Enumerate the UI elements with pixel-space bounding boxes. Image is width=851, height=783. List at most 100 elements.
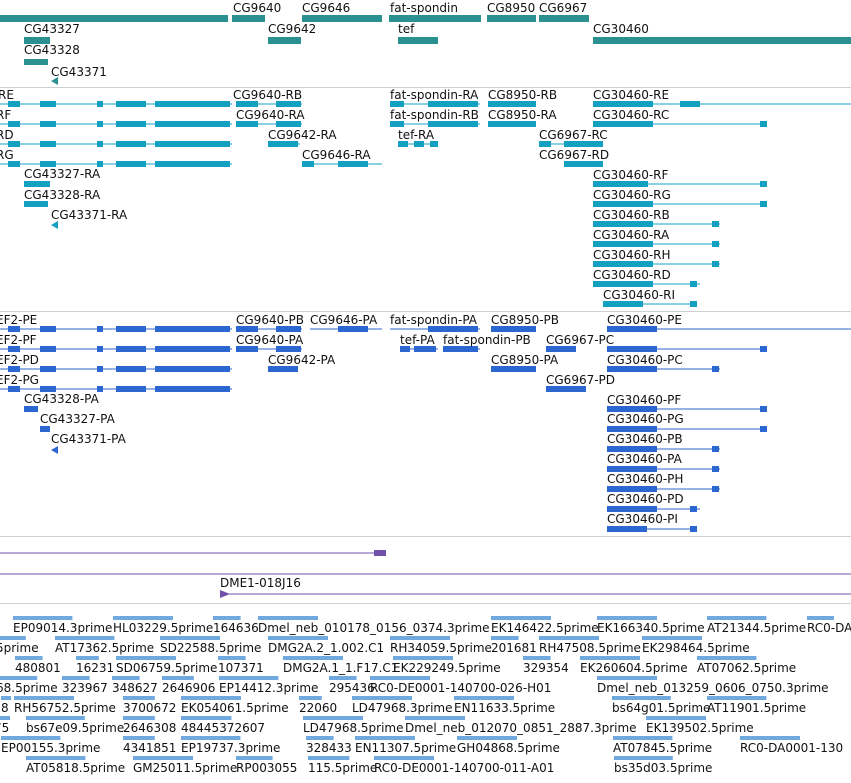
est-label[interactable]: GM25011.5prime xyxy=(133,761,238,775)
protein-label[interactable]: CG43371-PA xyxy=(51,432,126,446)
est-bar[interactable] xyxy=(457,736,517,740)
est-label[interactable]: 329354 xyxy=(523,661,569,675)
gene-bar[interactable] xyxy=(398,37,438,44)
est-label[interactable]: bs35d03.5prime xyxy=(614,761,713,775)
transcript-label[interactable]: CG6967-RD xyxy=(539,148,610,162)
protein-label[interactable]: tef-PA xyxy=(400,333,435,347)
est-bar[interactable] xyxy=(370,676,430,680)
protein-label[interactable]: CG30460-PD xyxy=(607,492,684,506)
est-label[interactable]: EK139502.5prime xyxy=(646,721,754,735)
est-label[interactable]: EP19737.3prime xyxy=(181,741,281,755)
est-bar[interactable] xyxy=(580,656,640,660)
est-bar[interactable] xyxy=(646,716,706,720)
transcript-label[interactable]: CG9642-RA xyxy=(268,128,337,142)
est-bar[interactable] xyxy=(181,696,241,700)
est-bar[interactable] xyxy=(283,656,343,660)
est-label[interactable]: bs67e09.5prime xyxy=(26,721,125,735)
est-bar[interactable] xyxy=(539,636,599,640)
transcript-label[interactable]: CG9640-RB xyxy=(233,88,303,102)
est-bar[interactable] xyxy=(597,676,657,680)
est-label[interactable]: RC0-DE0001-140700-011-A01 xyxy=(374,761,555,775)
est-bar[interactable] xyxy=(707,696,767,700)
est-label[interactable]: 164636 xyxy=(213,621,259,635)
gene-bar[interactable] xyxy=(24,59,48,65)
protein-label[interactable]: CG43328-PA xyxy=(24,392,99,406)
est-bar[interactable] xyxy=(740,736,800,740)
est-label[interactable]: 115.5prime xyxy=(308,761,378,775)
protein-label[interactable]: CG6967-PC xyxy=(546,333,615,347)
est-bar[interactable] xyxy=(14,696,74,700)
gene-bar[interactable] xyxy=(51,77,58,85)
est-label[interactable]: GH04868.5prime xyxy=(457,741,560,755)
est-label[interactable]: 16231 xyxy=(76,661,115,675)
est-bar[interactable] xyxy=(405,716,465,720)
est-bar[interactable] xyxy=(1,736,61,740)
gene-label[interactable]: CG43327 xyxy=(24,22,80,36)
protein-label[interactable]: CG9642-PA xyxy=(268,353,336,367)
est-label[interactable]: AT11901.5prime xyxy=(707,701,807,715)
gene-label[interactable]: CG30460 xyxy=(593,22,649,36)
est-bar[interactable] xyxy=(181,716,232,720)
protein-label[interactable]: CG30460-PG xyxy=(607,412,684,426)
est-bar[interactable] xyxy=(454,696,514,700)
est-label[interactable]: EK260604.5prime xyxy=(580,661,688,675)
transcript-label[interactable]: RF xyxy=(0,108,12,122)
est-label[interactable]: RH56752.5prime xyxy=(14,701,116,715)
est-label[interactable]: EN11307.5prime xyxy=(355,741,457,755)
transcript-label[interactable]: CG30460-RC xyxy=(593,108,670,122)
est-label[interactable]: EN11633.5prime xyxy=(454,701,556,715)
protein-label[interactable]: EF2-PD xyxy=(0,353,39,367)
transcript-label[interactable]: CG30460-RF xyxy=(593,168,669,182)
est-bar[interactable] xyxy=(707,616,767,620)
est-bar[interactable] xyxy=(308,756,350,760)
est-bar[interactable] xyxy=(0,636,26,640)
protein-label[interactable]: EF2-PG xyxy=(0,373,39,387)
transcript-label[interactable]: CG43328-RA xyxy=(24,188,101,202)
est-label[interactable]: Dmel_neb_012070_0851_2887.3prime xyxy=(405,721,637,735)
protein-label[interactable]: CG9646-PA xyxy=(310,313,378,327)
est-bar[interactable] xyxy=(76,656,99,660)
est-bar[interactable] xyxy=(612,696,671,700)
est-bar[interactable] xyxy=(15,656,43,660)
est-label[interactable]: 4341851 xyxy=(123,741,177,755)
protein-label[interactable]: CG6967-PD xyxy=(546,373,616,387)
est-bar[interactable] xyxy=(329,676,357,680)
est-bar[interactable] xyxy=(162,676,194,680)
est-label[interactable]: 68.5prime xyxy=(0,681,58,695)
est-bar[interactable] xyxy=(352,696,412,700)
est-label[interactable]: DMG2A.2_1.002.C1 xyxy=(268,641,385,655)
est-label[interactable]: DMG2A.1_1.F17.C1 xyxy=(283,661,399,675)
protein-label[interactable]: fat-spondin-PA xyxy=(390,313,477,327)
transcript-label[interactable]: RE xyxy=(0,88,14,102)
est-label[interactable]: 295436 xyxy=(329,681,375,695)
est-label[interactable]: 323967 xyxy=(62,681,108,695)
est-bar[interactable] xyxy=(0,716,10,720)
protein-label[interactable]: EF2-PE xyxy=(0,313,38,327)
est-bar[interactable] xyxy=(123,716,155,720)
est-label[interactable]: RC0-DE0001-140700-026-H01 xyxy=(370,681,552,695)
est-bar[interactable] xyxy=(13,616,73,620)
est-bar[interactable] xyxy=(26,756,86,760)
est-label[interactable]: AT17362.5prime xyxy=(55,641,155,655)
protein-label[interactable]: fat-spondin-PB xyxy=(443,333,531,347)
est-bar[interactable] xyxy=(0,676,38,680)
est-label[interactable]: 48445372607 xyxy=(181,721,265,735)
gene-label[interactable]: CG43328 xyxy=(24,43,80,57)
est-label[interactable]: Dmel_neb_013259_0606_0750.3prime xyxy=(597,681,829,695)
protein-label[interactable]: CG8950-PA xyxy=(491,353,559,367)
est-label[interactable]: EP00155.3prime xyxy=(1,741,101,755)
est-bar[interactable] xyxy=(597,616,657,620)
est-label[interactable]: 2646906 xyxy=(162,681,216,695)
est-label[interactable]: AT07845.5prime xyxy=(613,741,713,755)
gene-bar[interactable] xyxy=(593,37,851,44)
est-bar[interactable] xyxy=(123,736,155,740)
protein-label[interactable]: CG8950-PB xyxy=(491,313,560,327)
protein-label[interactable]: CG9640-PB xyxy=(236,313,305,327)
transcript-label[interactable]: CG43327-RA xyxy=(24,167,101,181)
est-label[interactable]: AT07062.5prime xyxy=(697,661,797,675)
transcript-label[interactable]: CG30460-RA xyxy=(593,228,670,242)
est-bar[interactable] xyxy=(219,676,279,680)
est-label[interactable]: LD47968.3prime xyxy=(352,701,453,715)
est-label[interactable]: RP003055 xyxy=(236,761,298,775)
gene-label[interactable]: CG9646 xyxy=(302,1,351,15)
